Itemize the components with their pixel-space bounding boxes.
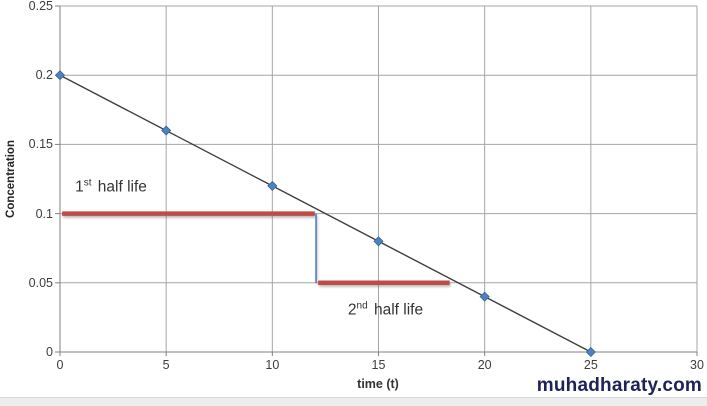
annotation-superscript: st <box>83 177 92 189</box>
annotation-superscript: nd <box>356 300 368 312</box>
data-point-marker <box>373 236 384 247</box>
y-axis-title: Concentration <box>5 140 17 218</box>
y-tick-label: 0.2 <box>35 68 53 83</box>
second-half-life-label: 2nd half life <box>348 300 423 319</box>
x-tick-label: 30 <box>690 358 704 372</box>
x-tick-label: 0 <box>56 358 64 372</box>
y-tick-label: 0 <box>46 345 53 359</box>
x-tick-label: 25 <box>583 358 598 372</box>
first-half-life-label: 1st half life <box>75 178 147 197</box>
data-point-marker <box>161 125 172 136</box>
annotation-text: 1 <box>75 178 84 196</box>
y-tick-label: 0.05 <box>28 275 53 290</box>
data-point-marker <box>479 291 490 302</box>
x-tick-label: 15 <box>371 358 386 372</box>
x-tick-label: 5 <box>162 358 170 372</box>
page-edge-strip <box>0 397 707 406</box>
x-tick-label: 10 <box>265 358 280 372</box>
annotation-text: 2 <box>347 301 357 319</box>
annotation-text: half life <box>369 301 424 319</box>
watermark: muhadharaty.com <box>536 375 702 396</box>
annotation-text: half life <box>93 178 147 196</box>
y-tick-label: 0.1 <box>35 206 53 221</box>
y-tick-label: 0.15 <box>28 137 53 152</box>
y-tick-label: 0.25 <box>28 0 53 13</box>
series-line <box>59 74 592 353</box>
x-axis-title: time (t) <box>357 377 399 391</box>
data-point-marker <box>54 70 66 81</box>
data-point-marker <box>267 180 278 191</box>
x-tick-label: 20 <box>477 358 492 372</box>
data-point-marker <box>585 346 596 358</box>
half-life-shapes <box>62 211 450 286</box>
